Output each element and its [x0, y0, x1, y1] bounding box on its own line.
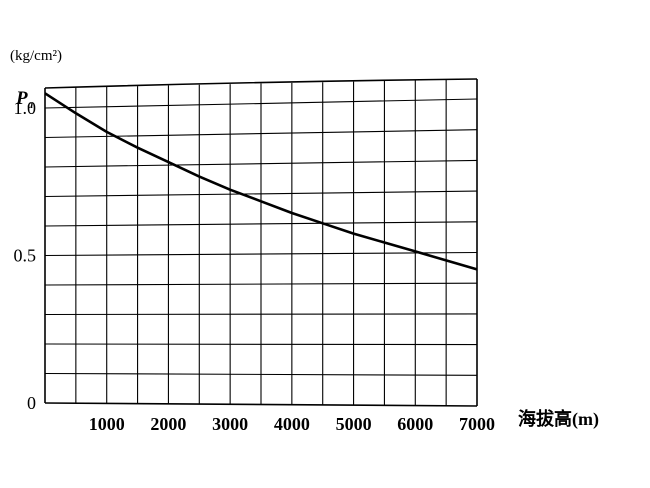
- series-line-pressure: [44, 92, 478, 271]
- grid-line-horizontal: [44, 402, 478, 407]
- series-lines: [44, 92, 478, 271]
- y-tick-label: 1.0: [14, 98, 37, 118]
- grid-line-horizontal: [44, 190, 478, 198]
- grid-line-horizontal: [44, 98, 478, 109]
- grid-line-horizontal: [44, 221, 478, 227]
- x-tick-label: 4000: [274, 414, 310, 434]
- y-axis-label-sub: a: [28, 99, 34, 111]
- plot-border-top: [44, 78, 478, 89]
- y-tick-label: 0.5: [14, 246, 37, 266]
- grid-line-horizontal: [44, 251, 478, 257]
- grid-line-horizontal: [44, 159, 478, 168]
- y-unit-label: (kg/cm²): [10, 48, 62, 64]
- x-tick-label: 7000: [459, 414, 495, 434]
- x-tick-label: 1000: [89, 414, 125, 434]
- axis-labels: (kg/cm²) Pa 海拔高(m): [10, 48, 599, 430]
- y-axis-label-main: P: [15, 88, 28, 109]
- x-tick-label: 2000: [150, 414, 186, 434]
- y-axis-label: Pa: [15, 88, 34, 111]
- tick-labels: 1000 2000 3000 4000 5000 6000 7000 0 0.5 1.0: [14, 98, 496, 434]
- x-axis-label: 海拔高(m): [518, 408, 599, 430]
- grid-line-horizontal: [44, 372, 478, 376]
- x-tick-label: 5000: [336, 414, 372, 434]
- grid-line-horizontal: [44, 343, 478, 346]
- grid-line-horizontal: [44, 282, 478, 286]
- x-tick-label: 3000: [212, 414, 248, 434]
- y-tick-label: 0: [27, 393, 36, 413]
- grid-line-horizontal: [44, 313, 478, 316]
- x-tick-label: 6000: [397, 414, 433, 434]
- grid: [44, 78, 478, 407]
